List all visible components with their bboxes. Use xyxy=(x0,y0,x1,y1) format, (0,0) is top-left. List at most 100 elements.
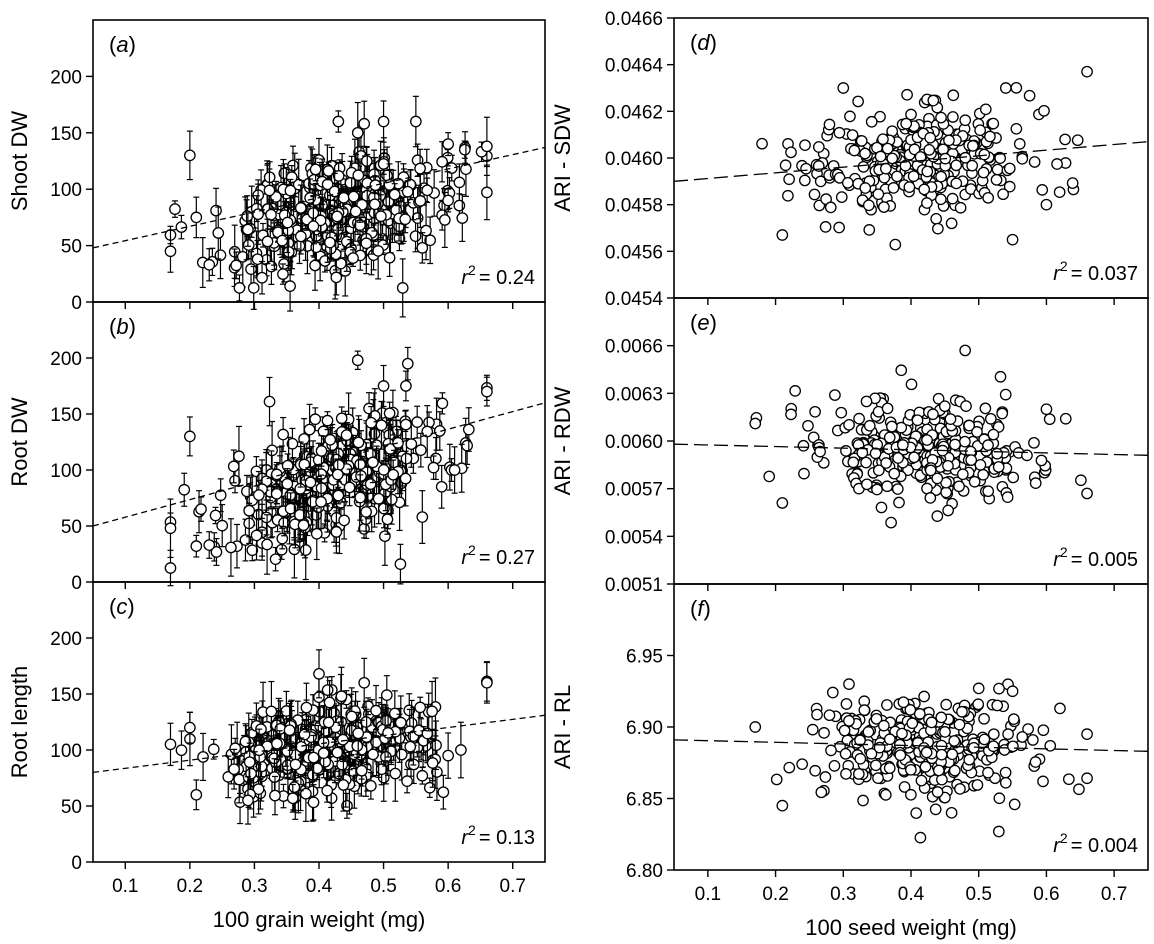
data-point xyxy=(277,268,289,280)
data-point xyxy=(345,710,358,723)
y-tick-label: 0.0051 xyxy=(605,575,663,596)
x-tick-label: 0.2 xyxy=(177,876,203,897)
data-point xyxy=(313,667,325,680)
data-point xyxy=(931,510,944,522)
data-point xyxy=(982,191,995,204)
data-point xyxy=(175,744,188,757)
data-point xyxy=(899,159,912,172)
data-points xyxy=(749,344,1093,529)
r-exponent: 2 xyxy=(1060,544,1068,560)
data-point xyxy=(381,513,394,526)
data-point xyxy=(802,419,814,432)
panel-label-letter: c xyxy=(116,594,127,619)
data-point xyxy=(241,485,253,498)
data-point xyxy=(294,202,307,214)
data-point xyxy=(942,504,954,517)
y-tick-label: 200 xyxy=(50,349,82,370)
data-point xyxy=(914,151,927,163)
x-tick-label: 0.6 xyxy=(435,876,461,897)
data-point xyxy=(921,197,933,209)
data-point xyxy=(184,149,196,162)
data-point xyxy=(349,205,362,218)
data-point xyxy=(895,364,908,377)
data-point xyxy=(932,392,945,405)
data-point xyxy=(340,429,353,441)
data-point xyxy=(1038,104,1050,117)
data-point xyxy=(321,684,334,696)
y-tick-label: 0.0464 xyxy=(605,56,664,77)
panel-e: 0.0051 0.0054 0.0057 0.0060 0.0063 0.0066 ARI … xyxy=(550,297,1149,596)
x-tick-label: 0.7 xyxy=(500,876,526,897)
data-point xyxy=(437,786,450,799)
data-point xyxy=(399,213,412,226)
data-point xyxy=(310,527,323,540)
data-point xyxy=(861,478,873,491)
data-point xyxy=(1035,454,1048,467)
data-point xyxy=(303,423,316,436)
y-tick-label: 0 xyxy=(71,853,82,874)
y-tick-label: 200 xyxy=(50,629,82,650)
data-point xyxy=(1001,491,1014,504)
data-point xyxy=(814,445,826,458)
data-point xyxy=(230,259,243,272)
r-symbol: r xyxy=(1053,263,1061,285)
data-point xyxy=(209,509,222,522)
data-point xyxy=(950,177,963,190)
data-point xyxy=(436,397,449,410)
panel-label-close: ) xyxy=(710,30,717,55)
data-point xyxy=(399,472,412,485)
data-point xyxy=(337,733,349,746)
data-point xyxy=(299,544,312,556)
data-point xyxy=(874,110,886,123)
panel-label-letter: e xyxy=(697,310,709,335)
data-point xyxy=(297,519,310,532)
data-point xyxy=(351,740,364,752)
data-point xyxy=(222,771,235,783)
x-tick-label: 0.7 xyxy=(1101,884,1127,905)
data-point xyxy=(1059,412,1072,425)
data-point xyxy=(481,385,493,398)
data-point xyxy=(776,497,789,509)
data-point xyxy=(442,749,454,762)
data-point xyxy=(959,114,972,127)
r-squared-label: r2 = 0.24 xyxy=(461,262,535,289)
data-point xyxy=(880,162,892,175)
panel-label: (d) xyxy=(690,30,717,55)
panel-c: 0 50 100 150 200 0.1 0.2 0.3 0.4 0.5 0.6 0.7 Root le… xyxy=(7,581,546,932)
data-point xyxy=(901,88,913,101)
y-tick-label: 50 xyxy=(61,517,82,538)
data-point xyxy=(245,263,257,275)
data-point xyxy=(270,487,283,500)
data-point xyxy=(315,496,327,508)
data-point xyxy=(288,543,301,556)
r-squared-label: r2 = 0.005 xyxy=(1053,544,1138,571)
data-point xyxy=(324,236,336,249)
data-point xyxy=(365,416,378,429)
data-point xyxy=(971,426,983,438)
data-point xyxy=(908,143,921,156)
data-point xyxy=(253,744,266,757)
y-tick-label: 6.80 xyxy=(626,861,663,882)
data-point xyxy=(905,108,917,121)
data-point xyxy=(874,150,887,163)
data-point xyxy=(881,402,894,415)
data-point xyxy=(945,217,958,230)
data-point xyxy=(887,182,900,194)
data-point xyxy=(837,82,850,94)
panel-label-open: ( xyxy=(690,30,698,55)
data-point xyxy=(872,188,885,201)
data-point xyxy=(233,282,246,294)
data-point xyxy=(207,743,220,756)
data-point xyxy=(881,699,893,711)
data-point xyxy=(317,747,330,760)
data-point xyxy=(987,117,1000,130)
data-point xyxy=(375,210,387,223)
data-point xyxy=(286,437,299,450)
data-point xyxy=(756,137,768,150)
data-point xyxy=(1007,471,1020,484)
data-point xyxy=(863,419,876,432)
data-point xyxy=(347,190,360,203)
data-point xyxy=(984,412,997,425)
data-point xyxy=(877,133,889,146)
data-point xyxy=(789,385,802,397)
